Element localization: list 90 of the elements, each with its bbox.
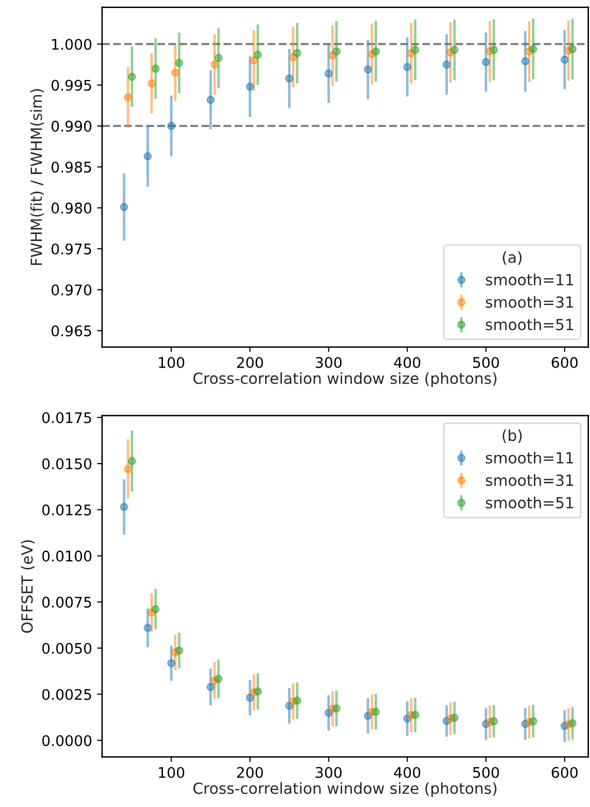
point	[151, 64, 160, 73]
point	[332, 47, 341, 56]
legend-title: (a)	[502, 251, 522, 265]
point	[144, 624, 152, 632]
point	[285, 74, 294, 83]
point	[568, 44, 577, 54]
point	[151, 605, 160, 614]
point	[144, 152, 152, 160]
point	[403, 62, 412, 72]
x-tick-label: 300	[316, 356, 342, 368]
point	[521, 57, 530, 66]
point	[206, 682, 215, 692]
legend-label: smooth=31	[486, 296, 574, 308]
y-tick-label: 0.0000	[42, 735, 92, 746]
x-tick-label: 400	[394, 766, 420, 778]
y-tick-label: 0.990	[52, 120, 92, 132]
y-tick-label: 0.0100	[42, 550, 92, 562]
y-tick-label: 1.000	[52, 38, 92, 50]
point	[174, 646, 184, 655]
y-tick-label: 0.965	[52, 325, 92, 336]
y-tick-label: 0.975	[52, 243, 92, 255]
point	[254, 50, 262, 59]
point	[490, 46, 498, 54]
point	[246, 694, 254, 702]
x-tick-label: 200	[237, 356, 263, 368]
point	[372, 47, 380, 56]
point	[250, 56, 258, 65]
point	[128, 457, 136, 466]
point	[292, 48, 302, 58]
point	[174, 58, 184, 68]
y-axis-title: FWHM(fit) / FWHM(sim)	[30, 89, 44, 265]
x-tick-label: 200	[237, 766, 263, 778]
legend-title: (b)	[502, 429, 522, 443]
point	[120, 202, 128, 212]
point	[482, 58, 490, 66]
legend-label: smooth=51	[486, 496, 574, 508]
y-tick-label: 0.0175	[42, 412, 92, 424]
point	[147, 79, 156, 88]
point	[324, 69, 333, 78]
legend-label: smooth=11	[486, 274, 574, 286]
legend-label: smooth=31	[486, 474, 574, 486]
point	[442, 60, 451, 69]
x-tick-label: 100	[158, 766, 184, 778]
point	[124, 464, 132, 474]
x-tick-label: 500	[473, 356, 499, 368]
y-axis-title: OFFSET (eV)	[20, 540, 35, 633]
x-tick-label: 300	[316, 766, 342, 778]
point	[410, 46, 420, 54]
point	[206, 96, 215, 104]
y-tick-label: 0.985	[52, 162, 92, 173]
x-tick-label: 500	[473, 766, 499, 778]
x-tick-label: 100	[158, 356, 184, 368]
y-tick-label: 0.995	[52, 80, 92, 91]
point	[214, 674, 223, 684]
y-tick-label: 0.0050	[42, 642, 92, 654]
point	[214, 54, 223, 62]
point	[167, 659, 176, 668]
point	[528, 44, 538, 54]
x-tick-label: 600	[552, 356, 578, 368]
y-tick-label: 0.0150	[42, 458, 92, 470]
point	[254, 687, 262, 696]
x-axis-title: Cross-correlation window size (photons)	[193, 782, 496, 797]
point	[372, 708, 380, 716]
point	[210, 60, 219, 69]
point	[128, 72, 136, 82]
point	[120, 502, 128, 512]
y-tick-label: 0.0025	[42, 688, 92, 700]
point	[246, 82, 254, 91]
y-tick-label: 0.970	[52, 284, 92, 296]
point	[450, 714, 459, 722]
point	[568, 719, 577, 728]
point	[490, 717, 498, 726]
point	[528, 717, 538, 726]
point	[292, 696, 302, 705]
point	[560, 55, 569, 64]
x-tick-label: 600	[552, 766, 578, 778]
point	[410, 710, 420, 720]
x-axis-title: Cross-correlation window size (photons)	[193, 372, 496, 388]
y-tick-label: 0.0125	[42, 504, 92, 516]
point	[171, 68, 180, 77]
point	[450, 46, 459, 54]
y-tick-label: 0.0075	[42, 596, 92, 608]
legend-label: smooth=11	[486, 452, 574, 464]
point	[364, 65, 372, 74]
y-tick-label: 0.980	[52, 202, 92, 214]
point	[124, 93, 132, 102]
point	[167, 122, 176, 130]
legend-label: smooth=51	[486, 318, 574, 330]
point	[332, 704, 341, 713]
x-tick-label: 400	[394, 356, 420, 368]
